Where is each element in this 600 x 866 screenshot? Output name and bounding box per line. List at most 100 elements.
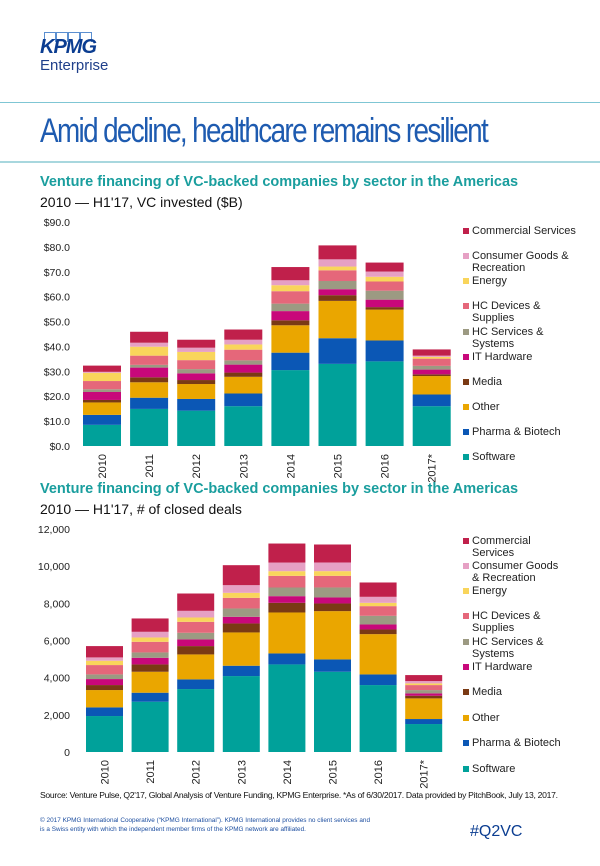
legend-label: Software bbox=[472, 451, 516, 463]
bar-segment-media bbox=[365, 307, 404, 310]
bar-segment-commercial-services bbox=[130, 331, 169, 343]
bar-segment-energy bbox=[365, 276, 404, 282]
bar-segment-other bbox=[130, 382, 169, 398]
bar-segment-consumer-goods-and-recreation bbox=[130, 342, 169, 347]
legend-item-pharma-and-biotech: Pharma & Biotech bbox=[463, 426, 593, 438]
y-tick-label: $20.0 bbox=[44, 391, 70, 403]
y-tick-label: 6,000 bbox=[44, 636, 70, 648]
bar-segment-media bbox=[131, 664, 169, 672]
bar-segment-it-hardware bbox=[222, 616, 260, 624]
bar-segment-it-hardware bbox=[318, 289, 357, 296]
y-tick-label: 10,000 bbox=[38, 561, 70, 573]
bar-segment-energy bbox=[224, 344, 263, 350]
bar-segment-hc-services-and-systems bbox=[405, 690, 443, 694]
headline-divider bbox=[0, 161, 600, 163]
legend-swatch-icon bbox=[463, 253, 469, 259]
legend-swatch-icon bbox=[463, 404, 469, 410]
bar-stack-2011 bbox=[131, 618, 169, 752]
bar-segment-commercial-services bbox=[365, 262, 404, 272]
bar-segment-hc-services-and-systems bbox=[365, 290, 404, 300]
legend-item-commercial-services: Commercial Services bbox=[463, 535, 593, 559]
bar-segment-software bbox=[177, 410, 216, 446]
legend-label: Consumer Goods & Recreation bbox=[472, 560, 559, 584]
x-tick-label: 2015 bbox=[333, 454, 345, 478]
bar-segment-pharma-and-biotech bbox=[365, 340, 404, 362]
bar-stack-2017 bbox=[405, 675, 443, 752]
x-tick-label: 2014 bbox=[285, 454, 297, 478]
y-tick-label: 4,000 bbox=[44, 673, 70, 685]
bar-segment-media bbox=[130, 377, 169, 383]
bar-segment-hc-services-and-systems bbox=[83, 389, 121, 392]
bar-segment-commercial-services bbox=[359, 582, 397, 597]
bar-segment-pharma-and-biotech bbox=[314, 659, 351, 672]
bar-segment-software bbox=[359, 685, 397, 752]
legend-item-media: Media bbox=[463, 686, 593, 698]
bar-stack-2013 bbox=[222, 565, 260, 752]
bar-segment-hc-services-and-systems bbox=[412, 365, 451, 370]
bar-segment-commercial-services bbox=[405, 675, 443, 682]
bar-segment-pharma-and-biotech bbox=[131, 692, 169, 702]
bar-stack-2015 bbox=[318, 245, 357, 446]
legend-label: Commercial Services bbox=[472, 225, 576, 237]
bar-segment-hc-services-and-systems bbox=[268, 587, 306, 597]
y-tick-label: $40.0 bbox=[44, 341, 70, 353]
legend-label: HC Devices & Supplies bbox=[472, 610, 541, 634]
y-tick-label: $0.0 bbox=[50, 441, 71, 453]
y-tick-label: $60.0 bbox=[44, 292, 70, 304]
bar-segment-energy bbox=[131, 637, 169, 642]
bar-segment-other bbox=[359, 634, 397, 675]
legend-item-consumer-goods-and-recreation: Consumer Goods & Recreation bbox=[463, 250, 593, 274]
bar-segment-commercial-services bbox=[177, 593, 215, 611]
bar-segment-media bbox=[412, 374, 451, 377]
bar-segment-consumer-goods-and-recreation bbox=[131, 631, 169, 638]
legend-item-hc-devices-and-supplies: HC Devices & Supplies bbox=[463, 300, 593, 324]
bar-stack-2012 bbox=[177, 339, 216, 446]
legend-swatch-icon bbox=[463, 715, 469, 721]
bar-segment-media bbox=[271, 320, 310, 326]
bar-segment-pharma-and-biotech bbox=[83, 414, 121, 425]
bar-segment-consumer-goods-and-recreation bbox=[412, 355, 451, 357]
legend-item-energy: Energy bbox=[463, 275, 593, 287]
bar-segment-media bbox=[405, 695, 443, 699]
bar-segment-software bbox=[314, 671, 351, 752]
bar-segment-media bbox=[86, 685, 123, 691]
y-tick-label: $30.0 bbox=[44, 366, 70, 378]
legend-label: IT Hardware bbox=[472, 661, 533, 673]
y-tick-label: 12,000 bbox=[38, 524, 70, 536]
x-tick-label: 2013 bbox=[238, 454, 250, 478]
bar-segment-software bbox=[224, 406, 263, 446]
bar-segment-energy bbox=[177, 351, 216, 361]
bar-segment-other bbox=[365, 309, 404, 341]
legend-item-media: Media bbox=[463, 376, 593, 388]
bar-segment-it-hardware bbox=[405, 693, 443, 696]
bar-segment-commercial-services bbox=[412, 349, 451, 356]
bar-segment-pharma-and-biotech bbox=[177, 398, 216, 411]
bar-segment-consumer-goods-and-recreation bbox=[365, 271, 404, 277]
bar-segment-other bbox=[83, 402, 121, 415]
bar-segment-energy bbox=[412, 356, 451, 359]
bar-segment-hc-devices-and-supplies bbox=[405, 685, 443, 691]
bar-segment-hc-devices-and-supplies bbox=[318, 270, 357, 281]
legend-label: IT Hardware bbox=[472, 351, 533, 363]
bar-stack-2012 bbox=[177, 593, 215, 752]
bar-segment-commercial-services bbox=[224, 329, 263, 340]
x-tick-label: 2016 bbox=[373, 760, 385, 784]
bar-segment-media bbox=[224, 372, 263, 377]
x-tick-label: 2011 bbox=[144, 454, 156, 478]
x-tick-label: 2014 bbox=[282, 760, 294, 784]
bar-segment-commercial-services bbox=[268, 543, 306, 563]
legend-label: HC Services & Systems bbox=[472, 326, 544, 350]
bar-segment-other bbox=[224, 376, 263, 394]
bar-segment-software bbox=[131, 701, 169, 752]
legend-item-hc-services-and-systems: HC Services & Systems bbox=[463, 636, 593, 660]
bar-segment-software bbox=[412, 406, 451, 446]
bar-segment-consumer-goods-and-recreation bbox=[359, 596, 397, 603]
bar-segment-hc-devices-and-supplies bbox=[86, 665, 123, 675]
bar-segment-software bbox=[318, 363, 357, 446]
legend-label: Other bbox=[472, 712, 500, 724]
bar-segment-energy bbox=[86, 660, 123, 666]
legend-swatch-icon bbox=[463, 639, 469, 645]
chart2-subtitle: 2010 — H1'17, # of closed deals bbox=[40, 501, 242, 517]
bar-segment-pharma-and-biotech bbox=[130, 397, 169, 409]
